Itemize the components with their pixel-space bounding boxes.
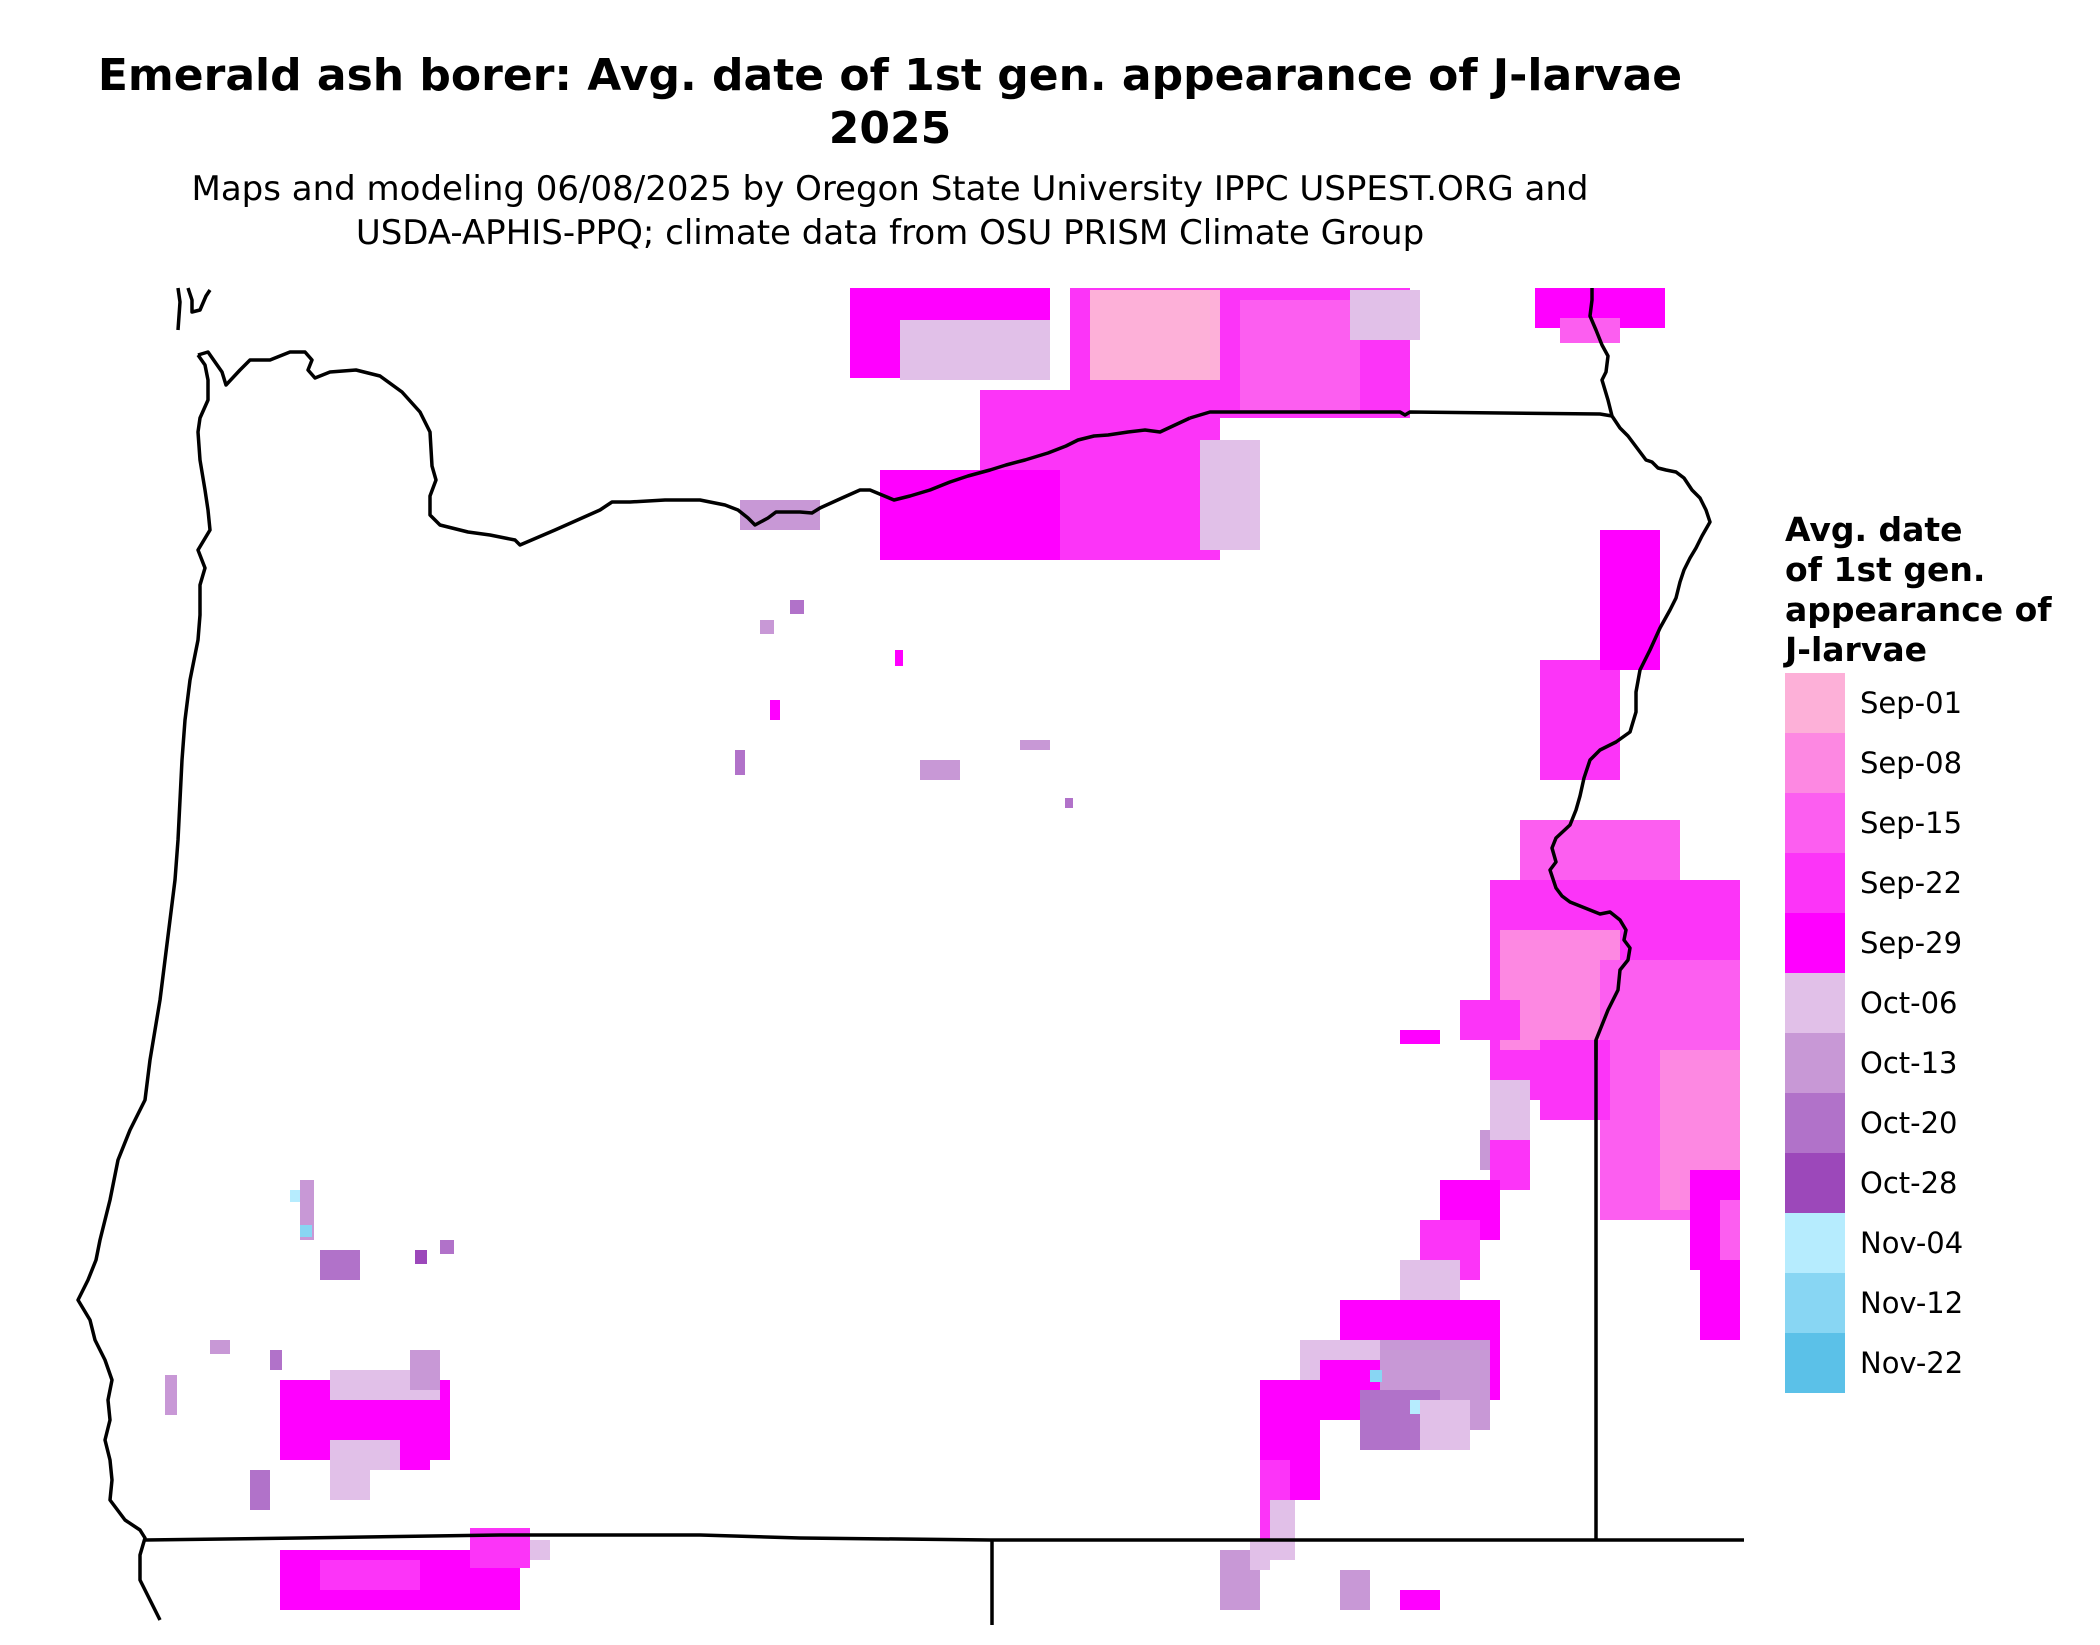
patch-interior-1 <box>760 620 774 634</box>
patch-sw-4 <box>210 1340 230 1354</box>
patch-east-idaho-tip <box>1700 1260 1740 1340</box>
oregon-west-coast <box>76 353 212 1621</box>
legend-item: Nov-04 <box>1785 1213 2085 1273</box>
patch-sw-main-e <box>400 1440 430 1470</box>
legend-label: Sep-08 <box>1860 746 1963 780</box>
patch-interior-7 <box>1020 740 1050 750</box>
legend-item: Sep-08 <box>1785 733 2085 793</box>
wa-or-border <box>1189 410 1613 420</box>
legend-swatch <box>1785 913 1845 973</box>
patch-sw-main-d <box>330 1440 410 1470</box>
patch-interior-2 <box>790 600 804 614</box>
legend-swatch <box>1785 1273 1845 1333</box>
patch-interior-3 <box>770 700 780 720</box>
patch-north-wa-c <box>1350 290 1420 340</box>
patch-sw-8 <box>330 1470 370 1500</box>
legend-item: Oct-20 <box>1785 1093 2085 1153</box>
map-title-line-1: Emerald ash borer: Avg. date of 1st gen.… <box>97 50 1683 101</box>
legend-swatch <box>1785 853 1845 913</box>
patch-sw-2 <box>415 1250 427 1264</box>
patch-sw-stem-blue <box>300 1225 312 1237</box>
legend-title: Avg. date of 1st gen. appearance of J-la… <box>1785 510 2085 670</box>
legend-title-line-3: appearance of <box>1785 590 2052 629</box>
legend-item: Oct-13 <box>1785 1033 2085 1093</box>
map-title-line-2: 2025 <box>828 103 952 154</box>
legend-item: Sep-15 <box>1785 793 2085 853</box>
patch-north-wa-light <box>1090 290 1220 380</box>
patch-sw-pixel-blue <box>290 1190 302 1202</box>
or-ca-border <box>144 1533 1744 1542</box>
patch-ca-west-d <box>530 1540 550 1560</box>
or-id-border-river <box>1548 288 1712 1060</box>
patch-east-lower <box>1540 1040 1610 1120</box>
patch-north-wa-b <box>1240 300 1360 410</box>
legend-swatch <box>1785 793 1845 853</box>
patch-ca-east-2 <box>1400 1590 1440 1610</box>
patch-interior-8 <box>1065 798 1073 808</box>
map-subtitle-line-1: Maps and modeling 06/08/2025 by Oregon S… <box>191 169 1589 209</box>
legend-item: Nov-22 <box>1785 1333 2085 1393</box>
patch-sw-1 <box>320 1250 360 1280</box>
oregon-coastline <box>197 350 1191 547</box>
legend-swatch <box>1785 973 1845 1033</box>
patch-sw-3 <box>440 1240 454 1254</box>
patch-interior-4 <box>895 650 903 666</box>
patch-sw-5 <box>165 1375 177 1415</box>
patch-columbia-or-b <box>880 470 1060 560</box>
washington-coast <box>176 287 212 331</box>
legend-item: Sep-01 <box>1785 673 2085 733</box>
patch-east-strip-2 <box>1460 1000 1520 1040</box>
legend-title-line-2: of 1st gen. <box>1785 550 1986 589</box>
patch-ne-corner-b <box>1560 318 1620 343</box>
legend-label: Sep-01 <box>1860 686 1963 720</box>
legend-swatch <box>1785 673 1845 733</box>
patch-ca-mid-b <box>1250 1540 1270 1570</box>
patch-se-cluster-blue-2 <box>1410 1400 1420 1414</box>
patch-sw-6 <box>270 1350 282 1370</box>
patch-east-river <box>1540 660 1620 780</box>
legend-swatch <box>1785 1033 1845 1093</box>
legend-label: Oct-28 <box>1860 1166 1958 1200</box>
patch-columbia-or-d <box>740 500 820 530</box>
patch-east-strip-5 <box>1490 1080 1530 1140</box>
legend-title-line-4: J-larvae <box>1785 630 1927 669</box>
legend-item: Sep-29 <box>1785 913 2085 973</box>
patch-sw-7 <box>250 1470 270 1510</box>
legend-label: Nov-22 <box>1860 1346 1964 1380</box>
patch-east-strip-1 <box>1400 1030 1440 1044</box>
legend-label: Sep-29 <box>1860 926 1963 960</box>
patch-se-cluster-blue <box>1370 1370 1382 1382</box>
map-subtitle-line-2: USDA-APHIS-PPQ; climate data from OSU PR… <box>355 213 1425 253</box>
state-boundaries <box>76 287 1744 1625</box>
legend-label: Nov-04 <box>1860 1226 1964 1260</box>
legend-swatch <box>1785 1093 1845 1153</box>
patch-sw-main-c <box>410 1350 440 1390</box>
patch-se-stem-c <box>1270 1500 1295 1560</box>
legend-label: Oct-06 <box>1860 986 1958 1020</box>
legend-item: Nov-12 <box>1785 1273 2085 1333</box>
patch-se-cluster-f <box>1420 1400 1470 1450</box>
legend-swatch <box>1785 733 1845 793</box>
patch-interior-6 <box>920 760 960 780</box>
legend-swatch <box>1785 1333 1845 1393</box>
patch-interior-5 <box>735 750 745 775</box>
legend-title-line-1: Avg. date <box>1785 510 1963 549</box>
legend-label: Sep-15 <box>1860 806 1963 840</box>
legend-label: Oct-13 <box>1860 1046 1958 1080</box>
legend-item: Oct-06 <box>1785 973 2085 1033</box>
patch-columbia-or-c <box>1200 440 1260 550</box>
patch-ca-east-1 <box>1340 1570 1370 1610</box>
legend-item: Oct-28 <box>1785 1153 2085 1213</box>
patch-ca-west-b <box>320 1560 420 1590</box>
patch-north-west-b <box>900 320 1050 380</box>
legend-item: Sep-22 <box>1785 853 2085 913</box>
legend-swatch <box>1785 1213 1845 1273</box>
larvae-date-patches <box>165 288 1740 1610</box>
legend-label: Nov-12 <box>1860 1286 1964 1320</box>
legend-label: Oct-20 <box>1860 1106 1958 1140</box>
legend-label: Sep-22 <box>1860 866 1963 900</box>
legend-swatch <box>1785 1153 1845 1213</box>
